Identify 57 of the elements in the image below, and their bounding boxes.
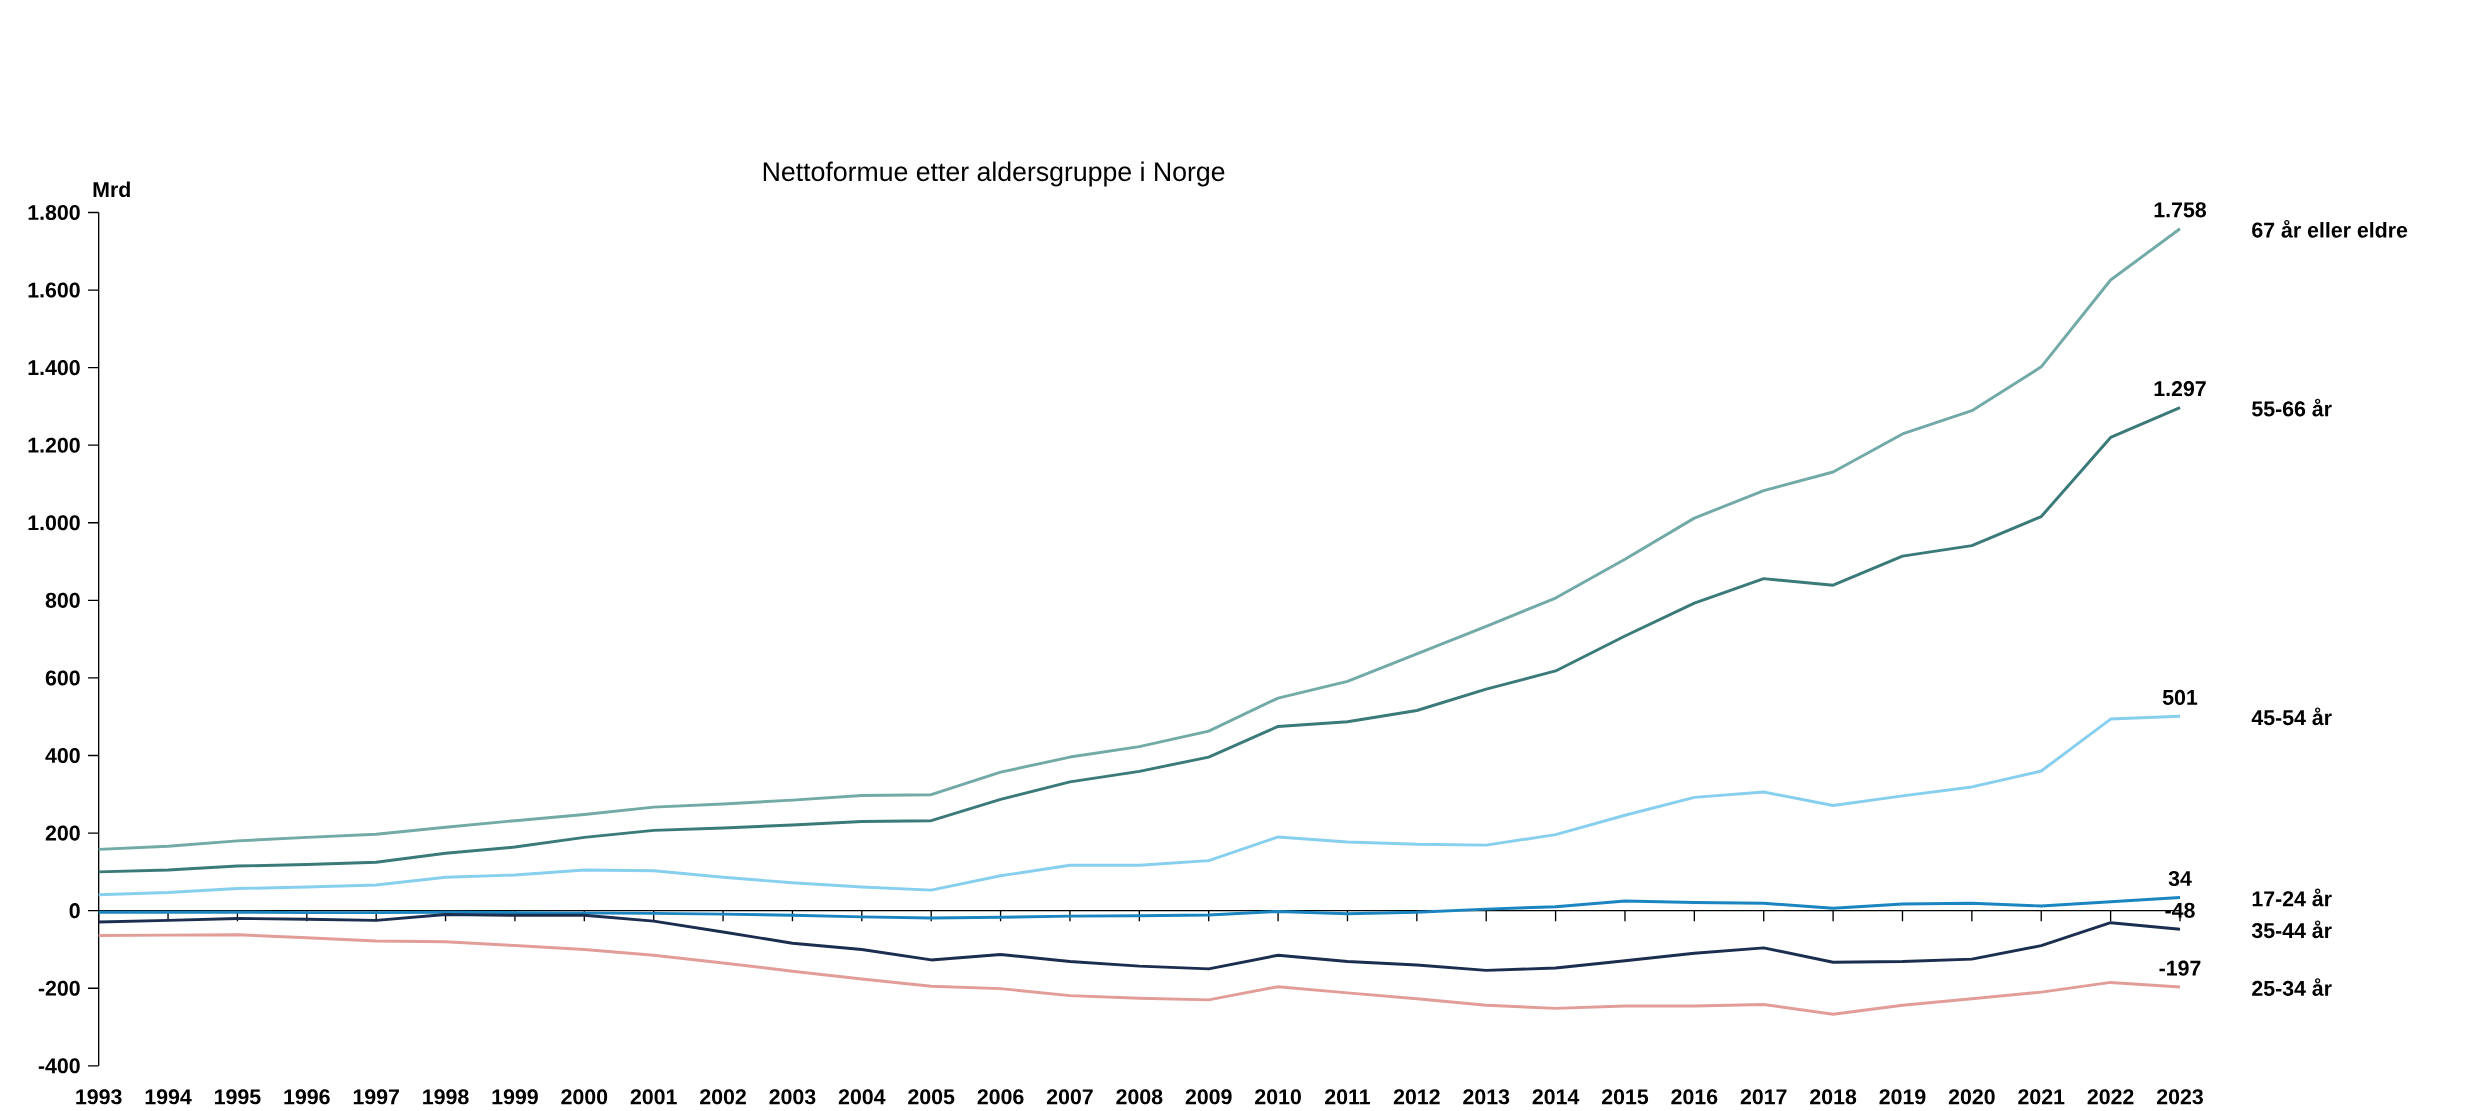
y-tick-label: 1.000	[28, 515, 80, 531]
y-tick-label: 1.600	[28, 282, 80, 298]
x-tick-label: 2020	[1948, 1089, 1995, 1105]
x-tick-label: 2016	[1671, 1089, 1718, 1105]
y-tick-label: 1.200	[28, 437, 80, 453]
y-tick-label: 400	[45, 747, 80, 763]
x-tick-label: 1994	[145, 1089, 192, 1105]
text: 55-66 år	[2252, 398, 2332, 417]
x-tick-label: 2005	[908, 1089, 955, 1105]
x-tick-label: 2008	[1116, 1089, 1163, 1105]
x-tick-label: 1996	[284, 1089, 330, 1105]
x-tick-label: 2003	[769, 1089, 816, 1105]
data-label: -48	[2165, 902, 2195, 918]
x-tick-label: 2009	[1185, 1089, 1232, 1105]
x-tick-label: 2021	[2018, 1089, 2065, 1105]
chart-title: Nettoformue etter aldersgruppe i Norge	[763, 161, 1225, 187]
x-tick-label: 2010	[1255, 1089, 1301, 1105]
data-label: -197	[2159, 960, 2201, 976]
x-tick-label: 1998	[423, 1089, 469, 1105]
x-tick-label: 2015	[1601, 1089, 1649, 1105]
text: 25-34 år	[2252, 977, 2332, 996]
x-tick-label: 1995	[215, 1089, 261, 1105]
x-tick-label: 2000	[561, 1089, 608, 1105]
x-tick-label: 2006	[977, 1089, 1024, 1105]
data-label: 1.758	[2154, 202, 2207, 218]
y-tick-label: 0	[69, 902, 80, 918]
x-tick-label: 2013	[1463, 1089, 1510, 1105]
y-tick-label: 600	[45, 670, 80, 686]
x-tick-label: 2017	[1740, 1089, 1787, 1105]
x-tick-label: 2014	[1532, 1089, 1580, 1105]
x-tick-label: 2007	[1046, 1089, 1093, 1105]
x-tick-label: 2002	[700, 1089, 746, 1105]
x-tick-label: 2012	[1393, 1089, 1440, 1105]
text: 35-44 år	[2251, 920, 2332, 938]
data-label: 34	[2168, 870, 2192, 886]
x-tick-label: 2023	[2157, 1089, 2203, 1105]
x-tick-label: 2022	[2087, 1089, 2134, 1105]
x-tick-label: 2001	[630, 1089, 677, 1105]
x-tick-label: 2011	[1325, 1089, 1371, 1105]
y-tick-label: 800	[45, 592, 80, 608]
x-tick-label: 2019	[1879, 1089, 1926, 1105]
text: 45-54 år	[2251, 707, 2332, 725]
x-tick-label: 2004	[838, 1089, 886, 1105]
text: 67 år eller eldre	[2252, 219, 2408, 238]
y-tick-label: 1.400	[28, 359, 80, 375]
y-tick-label: 1.800	[28, 204, 80, 220]
data-label: 501	[2162, 689, 2198, 705]
data-label: 1.297	[2154, 380, 2206, 396]
y-tick-label: -200	[38, 980, 80, 996]
x-tick-label: 1997	[353, 1089, 399, 1105]
y-tick-label: 200	[45, 825, 80, 841]
text: 17-24 år	[2252, 888, 2332, 907]
x-tick-label: 2018	[1810, 1089, 1857, 1105]
y-tick-label: -400	[38, 1058, 80, 1074]
x-tick-label: 1993	[76, 1089, 122, 1105]
y-axis-title: Mrd	[93, 181, 130, 197]
x-tick-label: 1999	[492, 1089, 538, 1105]
